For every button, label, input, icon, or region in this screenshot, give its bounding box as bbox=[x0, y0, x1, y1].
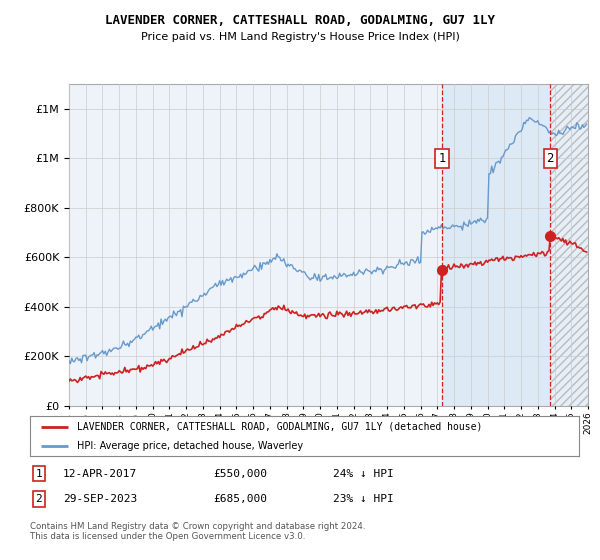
Text: 12-APR-2017: 12-APR-2017 bbox=[63, 469, 137, 479]
Text: 23% ↓ HPI: 23% ↓ HPI bbox=[333, 494, 394, 504]
Text: 2: 2 bbox=[35, 494, 43, 504]
Bar bbox=[550, 84, 588, 406]
Text: Contains HM Land Registry data © Crown copyright and database right 2024.
This d: Contains HM Land Registry data © Crown c… bbox=[30, 522, 365, 542]
Bar bbox=[550, 84, 588, 406]
Text: 29-SEP-2023: 29-SEP-2023 bbox=[63, 494, 137, 504]
Text: 2: 2 bbox=[547, 152, 554, 165]
Text: 1: 1 bbox=[35, 469, 43, 479]
Text: Price paid vs. HM Land Registry's House Price Index (HPI): Price paid vs. HM Land Registry's House … bbox=[140, 32, 460, 43]
Text: 1: 1 bbox=[438, 152, 446, 165]
Text: 24% ↓ HPI: 24% ↓ HPI bbox=[333, 469, 394, 479]
Text: £685,000: £685,000 bbox=[213, 494, 267, 504]
Text: LAVENDER CORNER, CATTESHALL ROAD, GODALMING, GU7 1LY (detached house): LAVENDER CORNER, CATTESHALL ROAD, GODALM… bbox=[77, 422, 482, 432]
Bar bbox=[442, 84, 550, 406]
Text: HPI: Average price, detached house, Waverley: HPI: Average price, detached house, Wave… bbox=[77, 441, 303, 450]
Text: LAVENDER CORNER, CATTESHALL ROAD, GODALMING, GU7 1LY: LAVENDER CORNER, CATTESHALL ROAD, GODALM… bbox=[105, 14, 495, 27]
Text: £550,000: £550,000 bbox=[213, 469, 267, 479]
Bar bbox=[550, 84, 588, 406]
